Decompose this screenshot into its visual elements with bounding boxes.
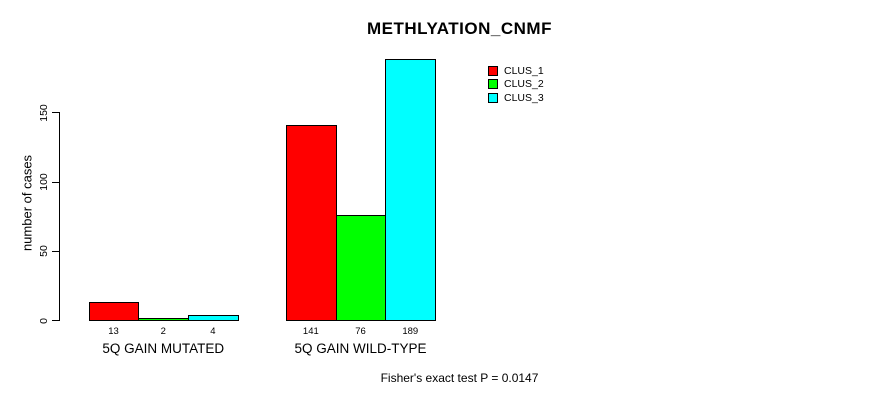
legend: CLUS_1 CLUS_2 CLUS_3 <box>488 64 544 105</box>
bar-value-label: 76 <box>355 326 366 337</box>
bar-value-label: 13 <box>108 326 119 337</box>
y-tick-label-text: 0 <box>38 317 50 324</box>
legend-swatch-clus_2 <box>488 79 498 90</box>
bar-clus_1-group1 <box>88 302 140 322</box>
legend-row: CLUS_3 <box>488 91 544 105</box>
y-axis-line <box>59 112 60 321</box>
bar-clus_2-group1 <box>138 317 190 322</box>
y-tick-mark <box>52 320 59 321</box>
y-tick-label-text: 150 <box>38 104 50 122</box>
bar-value-label: 189 <box>402 326 419 337</box>
chart-title: METHLYATION_CNMF <box>367 19 552 38</box>
bar-value-label: 4 <box>210 326 216 337</box>
y-tick-label-text: 50 <box>38 245 50 258</box>
bar-value-label: 141 <box>302 326 319 337</box>
bar-clus_3-group1 <box>188 314 239 322</box>
bar-value-label: 2 <box>160 326 166 337</box>
bar-clus_3-group2 <box>385 58 437 322</box>
y-tick-mark <box>52 250 59 252</box>
legend-row: CLUS_1 <box>488 64 544 78</box>
legend-label: CLUS_2 <box>504 78 544 91</box>
legend-swatch-clus_1 <box>488 65 498 76</box>
bar-clus_1-group2 <box>286 125 337 322</box>
y-axis-label-text: number of cases <box>19 154 35 252</box>
y-tick-mark <box>52 181 59 183</box>
y-tick-label-text: 100 <box>38 173 50 191</box>
legend-label: CLUS_3 <box>504 91 544 104</box>
legend-swatch-clus_3 <box>488 92 498 103</box>
annotation-text: Fisher's exact test P = 0.0147 <box>380 371 539 385</box>
legend-row: CLUS_2 <box>488 78 544 92</box>
category-label: 5Q GAIN MUTATED <box>102 341 225 356</box>
category-label: 5Q GAIN WILD-TYPE <box>294 341 427 356</box>
y-tick-mark <box>52 112 59 114</box>
legend-label: CLUS_1 <box>504 64 544 77</box>
bar-clus_2-group2 <box>335 215 387 322</box>
